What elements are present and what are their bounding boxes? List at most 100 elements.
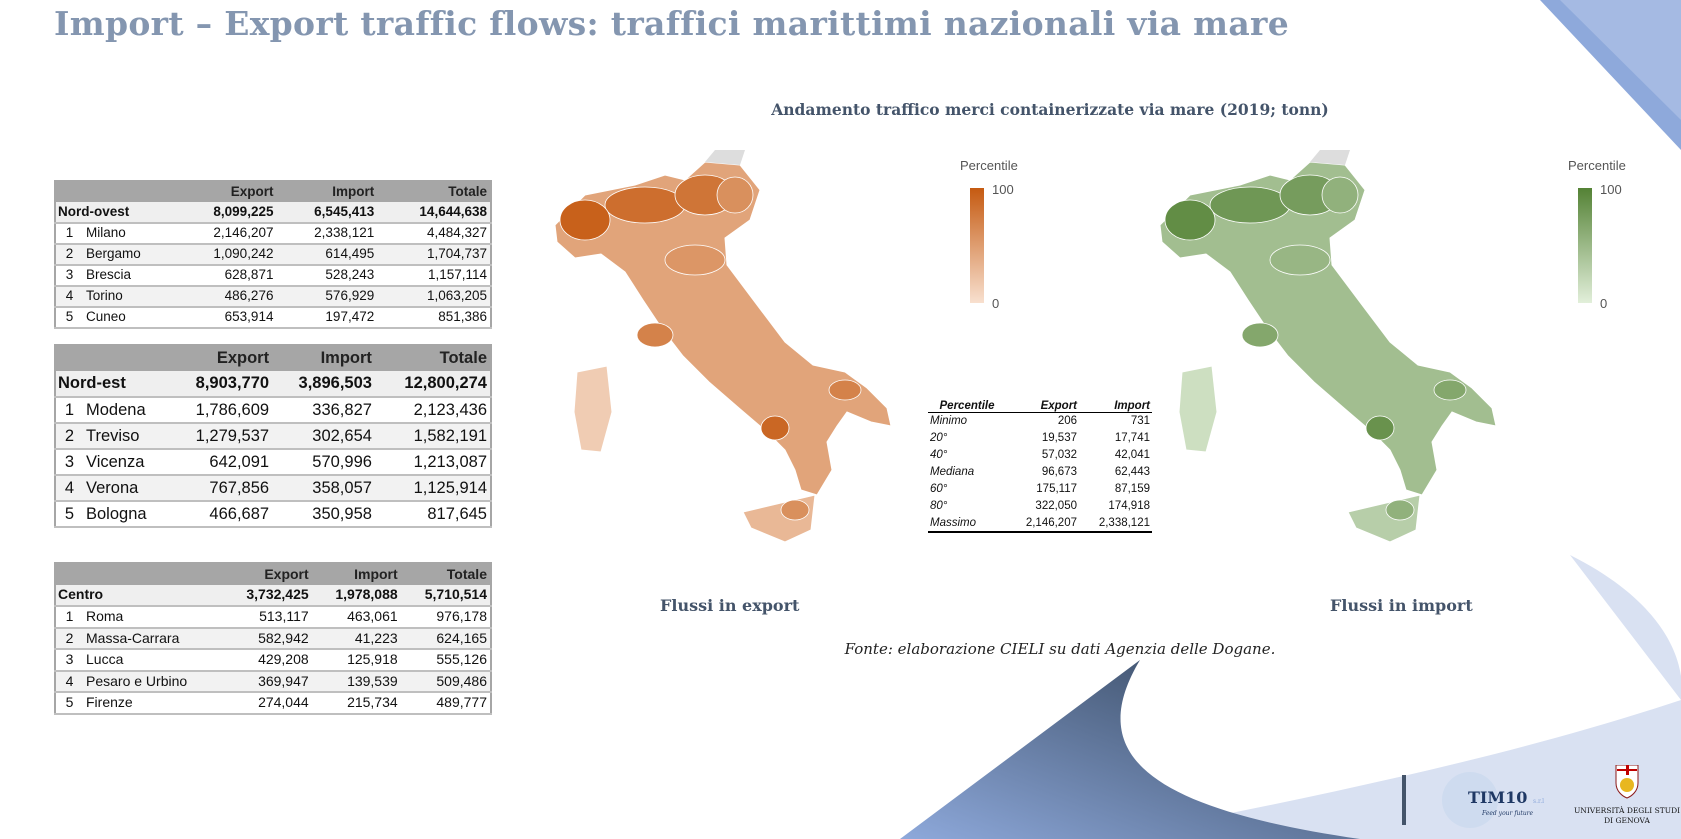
cell-province: Vicenza <box>83 449 170 476</box>
province-area <box>760 415 790 441</box>
column-header: Totale <box>374 345 491 371</box>
cell: 2,146,207 <box>1006 514 1079 533</box>
cell: 19,537 <box>1041 432 1077 444</box>
legend-min: 0 <box>992 296 1000 311</box>
cell-total: 509,486 <box>400 670 491 693</box>
cell-province: Firenze <box>83 692 223 715</box>
province-area <box>1365 415 1395 441</box>
column-header: Totale <box>377 181 491 202</box>
region-total: 8,903,770 <box>169 371 273 398</box>
chart-title: Andamento traffico merci containerizzate… <box>771 100 1329 119</box>
table-row: 3 Vicenza 642,091 570,996 1,213,087 <box>55 449 491 476</box>
export-legend: Percentile 100 0 <box>960 158 1018 311</box>
cell: Minimo <box>930 415 968 428</box>
table-row: 3 Brescia 628,871 528,243 1,157,114 <box>55 265 491 287</box>
table-row: 2 Treviso 1,279,537 302,654 1,582,191 <box>55 423 491 450</box>
table-row: 4 Verona 767,856 358,057 1,125,914 <box>55 475 491 502</box>
cell-export: 369,947 <box>222 670 312 693</box>
region-total: 1,978,088 <box>311 584 401 607</box>
column-header: Export <box>1006 400 1079 413</box>
table-row: 20° 19,537 17,741 <box>928 430 1152 447</box>
header-row: Export Import Totale <box>55 181 491 202</box>
table-row: 5 Firenze 274,044 215,734 489,777 <box>55 692 491 715</box>
cell-export: 767,856 <box>169 475 273 502</box>
cell: 80° <box>930 500 948 512</box>
cell: 20° <box>930 432 948 444</box>
cell: 17,741 <box>1114 432 1150 444</box>
cell-rank: 4 <box>55 475 83 502</box>
cell: Massimo <box>928 514 1007 533</box>
svg-text:TIM10: TIM10 <box>1468 788 1527 807</box>
cell-province: Cuneo <box>83 307 176 329</box>
cell-import: 197,472 <box>276 307 378 329</box>
table-centro: Export Import Totale Centro 3,732,425 1,978,0… <box>54 562 492 715</box>
svg-text:UNIVERSITÀ DEGLI STUDI: UNIVERSITÀ DEGLI STUDI <box>1574 806 1680 815</box>
cell: Mediana <box>930 466 975 478</box>
cell-total: 4,484,327 <box>377 223 491 245</box>
cell-rank: 2 <box>55 423 83 450</box>
column-header: Export <box>169 345 273 371</box>
svg-text:Feed your future: Feed your future <box>1481 810 1534 817</box>
cell-rank: 3 <box>55 649 83 672</box>
cell-total: 1,063,205 <box>377 286 491 308</box>
province-area <box>604 186 686 224</box>
column-header: Export <box>175 181 277 202</box>
cell: 62,443 <box>1114 466 1150 478</box>
province-area <box>1321 176 1359 214</box>
column-header: Percentile <box>928 400 1007 413</box>
cell-export: 642,091 <box>169 449 273 476</box>
cell: 96,673 <box>1041 466 1077 478</box>
region-total-row: Nord-est 8,903,770 3,896,503 12,800,274 <box>55 371 491 398</box>
cell-province: Verona <box>83 475 170 502</box>
legend-gradient <box>970 188 984 303</box>
table-row: 5 Cuneo 653,914 197,472 851,386 <box>55 307 491 329</box>
province-area <box>1209 186 1291 224</box>
legend-title: Percentile <box>1568 158 1626 173</box>
column-header: Import <box>311 563 401 585</box>
cell-export: 1,786,609 <box>169 397 273 424</box>
header-row: Percentile Export Import <box>928 400 1152 413</box>
cell-total: 624,165 <box>400 627 491 650</box>
cell-export: 1,279,537 <box>169 423 273 450</box>
cell-rank: 4 <box>55 286 83 308</box>
cell-import: 2,338,121 <box>276 223 378 245</box>
export-map <box>554 150 892 543</box>
source-note: Fonte: elaborazione CIELI su dati Agenzi… <box>844 640 1276 658</box>
table-row: 1 Modena 1,786,609 336,827 2,123,436 <box>55 397 491 424</box>
table-row: Mediana 96,673 62,443 <box>928 464 1152 481</box>
cell-total: 851,386 <box>377 307 491 329</box>
cell-province: Milano <box>83 223 176 245</box>
cell-import: 302,654 <box>272 423 375 450</box>
table-row: 1 Milano 2,146,207 2,338,121 4,484,327 <box>55 223 491 245</box>
table-nord-est: Export Import Totale Nord-est 8,903,770 3,896… <box>54 344 492 528</box>
cell-import: 125,918 <box>311 649 401 672</box>
cell-rank: 2 <box>55 627 83 650</box>
cell-import: 336,827 <box>272 397 375 424</box>
sardinia <box>573 365 613 453</box>
province-area <box>1385 499 1415 521</box>
province-area <box>780 499 810 521</box>
province-area <box>828 379 862 401</box>
province-area <box>716 176 754 214</box>
table-row: 4 Pesaro e Urbino 369,947 139,539 509,486 <box>55 670 491 693</box>
cell-rank: 4 <box>55 670 83 693</box>
region-total: 6,545,413 <box>276 202 378 224</box>
legend-min: 0 <box>1600 296 1608 311</box>
province-area <box>559 199 611 241</box>
cell-export: 274,044 <box>222 692 312 715</box>
cell-export: 653,914 <box>175 307 277 329</box>
province-area <box>664 244 726 276</box>
table-nord-ovest: Export Import Totale Nord-ovest 8,099,225 6,5… <box>54 180 492 329</box>
cell-import: 358,057 <box>272 475 375 502</box>
cell-province: Brescia <box>83 265 176 287</box>
divider <box>1402 775 1406 825</box>
region-name: Centro <box>55 584 223 607</box>
region-total: 5,710,514 <box>400 584 491 607</box>
cell: 731 <box>1130 415 1150 428</box>
table-row: 5 Bologna 466,687 350,958 817,645 <box>55 501 491 528</box>
cell-province: Massa-Carrara <box>83 627 223 650</box>
cell-total: 1,213,087 <box>374 449 491 476</box>
slide-title: Import – Export traffic flows: traffici … <box>54 4 1290 43</box>
svg-text:DI GENOVA: DI GENOVA <box>1604 816 1650 825</box>
cell-export: 582,942 <box>222 627 312 650</box>
